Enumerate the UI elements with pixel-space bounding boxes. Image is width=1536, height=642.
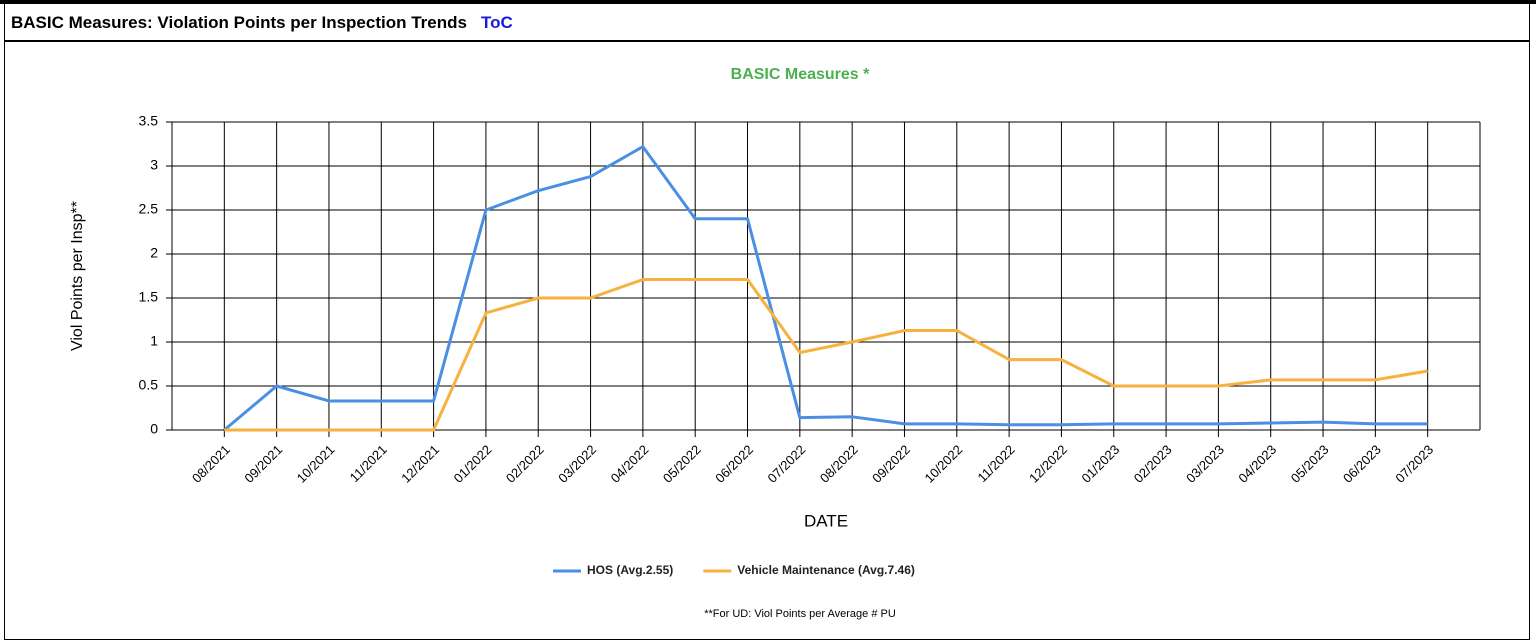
x-tick-label: 12/2021	[398, 442, 442, 486]
y-tick-label: 0.5	[139, 377, 159, 393]
x-tick-label: 11/2021	[347, 442, 390, 485]
x-tick-label: 07/2023	[1392, 442, 1436, 486]
y-tick-label: 0	[150, 421, 158, 437]
y-tick-label: 2.5	[139, 201, 159, 217]
series-line	[224, 278, 1428, 432]
y-tick-label: 2	[150, 245, 158, 261]
x-tick-label: 02/2023	[1131, 442, 1175, 486]
x-tick-label: 01/2023	[1078, 442, 1122, 486]
x-tick-label: 04/2022	[608, 442, 652, 486]
y-axis-label: Viol Points per Insp**	[69, 201, 86, 351]
y-tick-label: 3	[150, 157, 158, 173]
x-tick-label: 05/2022	[660, 442, 704, 486]
footnote: **For UD: Viol Points per Average # PU	[704, 608, 896, 620]
x-tick-label: 01/2022	[451, 442, 495, 486]
x-tick-label: 11/2022	[975, 442, 1018, 485]
x-tick-label: 08/2022	[817, 442, 861, 486]
section-title: BASIC Measures: Violation Points per Ins…	[11, 13, 467, 32]
x-tick-label: 04/2023	[1235, 442, 1279, 486]
x-tick-label: 03/2023	[1183, 442, 1227, 486]
x-tick-label: 10/2021	[294, 442, 338, 486]
x-tick-label: 06/2022	[712, 442, 756, 486]
x-tick-label: 10/2022	[922, 442, 966, 486]
x-tick-label: 05/2023	[1288, 442, 1332, 486]
x-tick-label: 02/2022	[503, 442, 547, 486]
toc-link[interactable]: ToC	[481, 13, 513, 32]
x-axis-label: DATE	[804, 511, 848, 530]
section-header: BASIC Measures: Violation Points per Ins…	[4, 4, 1530, 41]
chart-panel	[4, 41, 1530, 640]
x-tick-label: 06/2023	[1340, 442, 1384, 486]
y-tick-label: 1	[150, 333, 158, 349]
series-line	[223, 145, 1428, 432]
x-tick-label: 03/2022	[555, 442, 599, 486]
top-bar	[0, 0, 1536, 4]
y-tick-label: 1.5	[139, 289, 159, 305]
chart-title: BASIC Measures *	[731, 66, 870, 83]
x-tick-label: 09/2022	[869, 442, 913, 486]
legend-label: HOS (Avg.2.55)	[587, 563, 673, 577]
x-tick-label: 07/2022	[765, 442, 809, 486]
x-tick-label: 08/2021	[189, 442, 233, 486]
x-tick-label: 12/2022	[1026, 442, 1070, 486]
y-tick-label: 3.5	[139, 113, 159, 129]
x-tick-label: 09/2021	[241, 442, 285, 486]
legend-label: Vehicle Maintenance (Avg.7.46)	[737, 563, 915, 577]
